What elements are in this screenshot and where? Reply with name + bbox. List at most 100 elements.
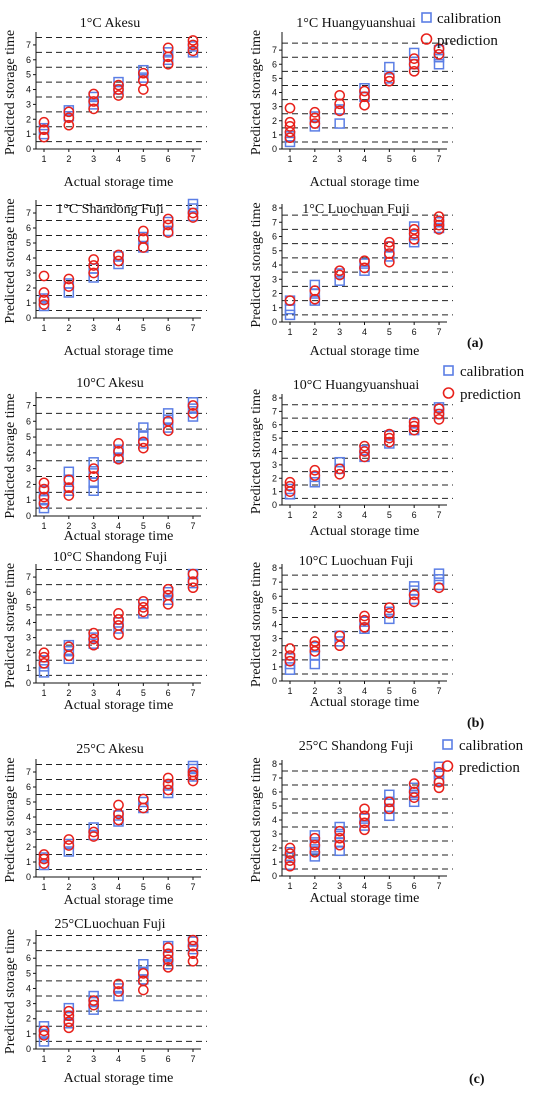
calibration-point (162, 594, 174, 606)
prediction-point (383, 607, 395, 619)
x-tick-label: 7 (436, 327, 441, 337)
calibration-point (187, 411, 199, 422)
legend-bottom: calibration prediction (441, 738, 524, 776)
y-tick-label: 2 (272, 648, 277, 658)
x-tick-label: 2 (66, 882, 71, 892)
prediction-point (162, 42, 174, 54)
prediction-point (359, 451, 370, 463)
prediction-point (88, 826, 100, 838)
y-tick-label: 2 (26, 648, 31, 658)
x-tick-label: 1 (287, 327, 292, 337)
prediction-point (63, 834, 75, 845)
prediction-point (433, 211, 445, 222)
prediction-point (38, 647, 50, 659)
calibration-point (162, 422, 174, 433)
prediction-point (334, 825, 346, 837)
prediction-point (187, 35, 199, 46)
prediction-point (284, 102, 296, 114)
prediction-point (187, 568, 199, 580)
prediction-point (137, 225, 149, 237)
prediction-point (88, 633, 100, 645)
prediction-point (113, 453, 124, 465)
prediction-point (187, 955, 199, 967)
x-tick-label: 6 (166, 521, 171, 531)
prediction-point (113, 814, 124, 826)
x-tick-label: 5 (387, 154, 392, 164)
calibration-point (284, 136, 296, 148)
x-axis-label: Actual storage time (64, 344, 174, 359)
legend-prediction-label: prediction (460, 387, 521, 403)
prediction-point (88, 999, 100, 1011)
x-tick-label: 4 (362, 881, 367, 891)
prediction-point (137, 242, 149, 253)
prediction-point (137, 67, 149, 79)
y-tick-label: 7 (272, 217, 277, 227)
prediction-point (162, 778, 174, 790)
prediction-point (284, 842, 296, 854)
prediction-point (162, 227, 174, 238)
prediction-point (408, 778, 420, 789)
y-tick-label: 2 (272, 473, 277, 483)
prediction-point (433, 49, 445, 60)
calibration-point (384, 789, 395, 801)
x-axis-label: Actual storage time (310, 344, 420, 359)
prediction-point (383, 75, 395, 87)
calibration-point (63, 846, 75, 857)
y-tick-label: 7 (272, 45, 277, 55)
x-tick-label: 7 (190, 688, 195, 698)
prediction-point (38, 294, 50, 306)
prediction-point (284, 480, 296, 492)
prediction-point (38, 651, 50, 663)
prediction-point (359, 810, 370, 822)
prediction-point (187, 766, 199, 778)
y-tick-label: 7 (272, 773, 277, 783)
prediction-point (63, 273, 75, 285)
x-tick-label: 3 (91, 323, 96, 333)
prediction-point (284, 650, 296, 661)
y-tick-label: 6 (26, 416, 31, 426)
calibration-point (162, 216, 174, 228)
calibration-point (187, 403, 199, 414)
prediction-point (162, 784, 174, 796)
panel-tag-a: (a) (467, 336, 484, 351)
legend-prediction-label: prediction (437, 33, 498, 49)
y-axis-label: Predicted storage time (249, 757, 264, 882)
prediction-point (284, 295, 296, 306)
prediction-point (113, 90, 124, 101)
y-tick-label: 1 (26, 1029, 31, 1039)
y-tick-label: 1 (272, 857, 277, 867)
x-tick-label: 6 (412, 881, 417, 891)
prediction-point (137, 967, 149, 979)
prediction-point (63, 1022, 75, 1034)
legend-calibration-marker (442, 739, 453, 750)
y-tick-label: 5 (26, 70, 31, 80)
prediction-point (284, 855, 296, 866)
calibration-point (38, 502, 50, 514)
prediction-point (113, 978, 124, 990)
x-tick-label: 4 (362, 154, 367, 164)
calibration-point (138, 422, 149, 433)
prediction-point (88, 463, 100, 474)
prediction-point (187, 769, 199, 781)
prediction-point (187, 576, 199, 587)
prediction-point (88, 260, 100, 271)
y-tick-label: 2 (26, 1014, 31, 1024)
calibration-point (309, 477, 321, 488)
x-tick-label: 7 (190, 882, 195, 892)
x-tick-label: 3 (337, 154, 342, 164)
calibration-point (334, 118, 345, 129)
prediction-point (162, 772, 174, 784)
x-tick-label: 4 (362, 327, 367, 337)
prediction-point (38, 483, 50, 495)
prediction-point (383, 803, 395, 815)
y-axis-label: Predicted storage time (3, 198, 18, 323)
y-axis-label: Predicted storage time (249, 562, 264, 687)
y-tick-label: 3 (26, 464, 31, 474)
legend-calibration-label: calibration (437, 11, 502, 27)
y-tick-label: 8 (272, 759, 277, 769)
prediction-point (383, 248, 395, 259)
calibration-point (88, 485, 99, 496)
calibration-point (138, 430, 149, 441)
